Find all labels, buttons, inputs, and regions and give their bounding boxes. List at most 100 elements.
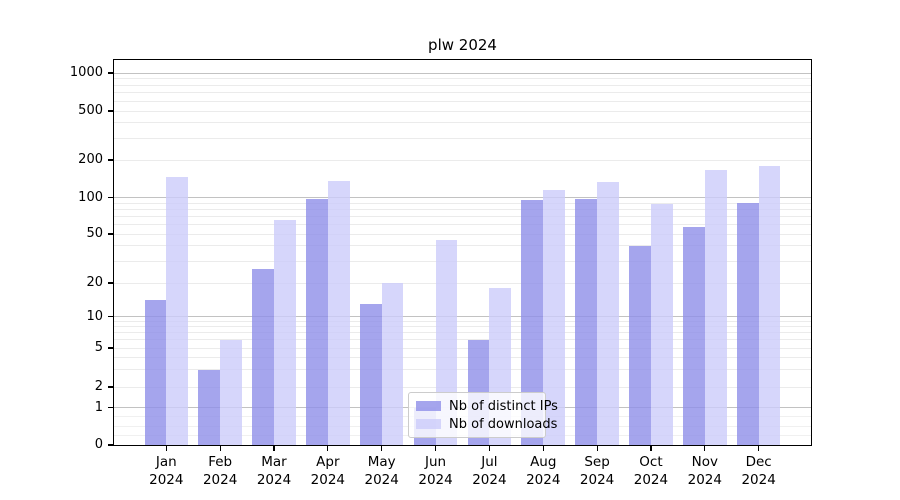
bar-downloads (650, 204, 673, 446)
x-tick-year: 2024 (256, 471, 292, 488)
minor-gridline (113, 84, 812, 86)
x-tick (596, 446, 598, 451)
major-gridline (113, 316, 812, 317)
minor-gridline (113, 386, 812, 388)
minor-gridline (113, 332, 812, 334)
bar-distinct-ips (521, 200, 544, 446)
x-tick-label: Jul 2024 (459, 454, 519, 489)
minor-gridline (113, 282, 812, 284)
minor-gridline (113, 110, 812, 112)
chart-title: plw 2024 (428, 36, 497, 54)
y-tick (108, 347, 113, 349)
bar-downloads (597, 182, 619, 446)
bar-downloads (327, 181, 350, 446)
minor-gridline (113, 326, 812, 328)
legend-item-downloads: Nb of downloads (416, 417, 557, 432)
x-tick-year: 2024 (418, 471, 453, 488)
bar-distinct-ips (575, 199, 598, 446)
minor-gridline (113, 159, 812, 161)
x-tick-year: 2024 (472, 471, 507, 488)
bar-downloads (543, 189, 566, 446)
legend-label: Nb of distinct IPs (449, 398, 558, 414)
bar-distinct-ips (252, 268, 274, 446)
x-tick (327, 446, 329, 451)
y-tick (108, 444, 113, 446)
x-tick-label: Mar 2024 (244, 454, 304, 489)
y-tick (108, 233, 113, 235)
y-tick-label: 10 (86, 308, 103, 324)
y-tick-label: 200 (78, 152, 103, 167)
x-tick (165, 446, 167, 451)
x-tick-label: Dec 2024 (729, 454, 789, 489)
minor-gridline (113, 260, 812, 262)
x-tick (704, 446, 706, 451)
x-tick-label: Jan 2024 (136, 454, 196, 489)
x-tick-year: 2024 (149, 471, 184, 488)
minor-gridline (113, 356, 812, 358)
minor-gridline (113, 245, 812, 247)
bar-distinct-ips (198, 369, 221, 446)
y-tick-label: 1000 (69, 65, 103, 80)
y-tick-label: 100 (78, 189, 103, 205)
x-tick-year: 2024 (310, 471, 346, 488)
x-tick-label: Nov 2024 (675, 454, 735, 489)
y-tick (108, 110, 113, 112)
minor-gridline (113, 320, 812, 322)
bar-downloads (166, 177, 189, 446)
x-tick-year: 2024 (633, 471, 669, 488)
minor-gridline (113, 347, 812, 349)
minor-gridline (113, 137, 812, 139)
x-tick-year: 2024 (687, 471, 722, 488)
bar-downloads (758, 165, 781, 446)
y-tick (108, 406, 113, 409)
y-tick (108, 282, 113, 284)
x-tick (381, 446, 383, 451)
x-tick-label: Oct 2024 (621, 454, 681, 489)
legend-swatch-downloads (416, 419, 441, 429)
bar-downloads (220, 339, 242, 446)
y-tick-label: 0 (94, 437, 103, 452)
bar-downloads (274, 220, 296, 446)
x-tick-year: 2024 (364, 471, 399, 488)
minor-gridline (113, 78, 812, 80)
legend-item-distinct-ips: Nb of distinct IPs (416, 399, 558, 414)
x-tick-label: Feb 2024 (190, 454, 250, 489)
minor-gridline (113, 223, 812, 225)
y-tick (108, 159, 113, 161)
bar-distinct-ips (736, 203, 759, 446)
legend-label: Nb of downloads (449, 416, 558, 432)
minor-gridline (113, 92, 812, 94)
major-gridline (113, 72, 812, 74)
y-tick-label: 500 (78, 103, 103, 118)
x-tick-label: Sep 2024 (567, 454, 627, 489)
x-tick-label: Apr 2024 (298, 454, 358, 489)
minor-gridline (113, 208, 812, 210)
bar-distinct-ips (683, 227, 705, 446)
y-tick-label: 20 (86, 275, 103, 290)
x-tick (273, 446, 275, 451)
bar-distinct-ips (359, 303, 382, 446)
x-tick (488, 446, 490, 451)
y-tick (108, 196, 113, 199)
minor-gridline (113, 100, 812, 102)
legend: Nb of distinct IPs Nb of downloads (408, 392, 558, 438)
bar-distinct-ips (144, 300, 167, 446)
y-tick (108, 315, 113, 318)
y-tick-label: 5 (94, 340, 103, 355)
major-gridline (113, 197, 812, 198)
bar-distinct-ips (306, 199, 328, 446)
minor-gridline (113, 233, 812, 235)
x-tick-year: 2024 (526, 471, 561, 488)
x-tick-year: 2024 (741, 471, 776, 488)
x-tick (650, 446, 652, 451)
x-tick-label: Aug 2024 (513, 454, 573, 489)
y-tick (108, 386, 113, 388)
x-tick (758, 446, 760, 451)
minor-gridline (113, 202, 812, 204)
bar-downloads (381, 283, 404, 446)
minor-gridline (113, 122, 812, 124)
minor-gridline (113, 339, 812, 341)
bar-distinct-ips (629, 245, 651, 446)
x-tick-label: May 2024 (352, 454, 412, 489)
